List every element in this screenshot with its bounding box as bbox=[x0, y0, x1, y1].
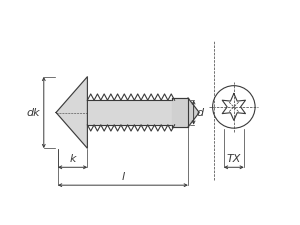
Polygon shape bbox=[172, 98, 188, 127]
Text: TX: TX bbox=[227, 154, 241, 164]
Text: dk: dk bbox=[27, 108, 40, 117]
Polygon shape bbox=[56, 77, 87, 148]
Text: k: k bbox=[69, 154, 76, 164]
Text: d: d bbox=[197, 108, 204, 117]
Text: l: l bbox=[122, 172, 124, 182]
Polygon shape bbox=[188, 98, 199, 127]
Polygon shape bbox=[87, 100, 179, 125]
